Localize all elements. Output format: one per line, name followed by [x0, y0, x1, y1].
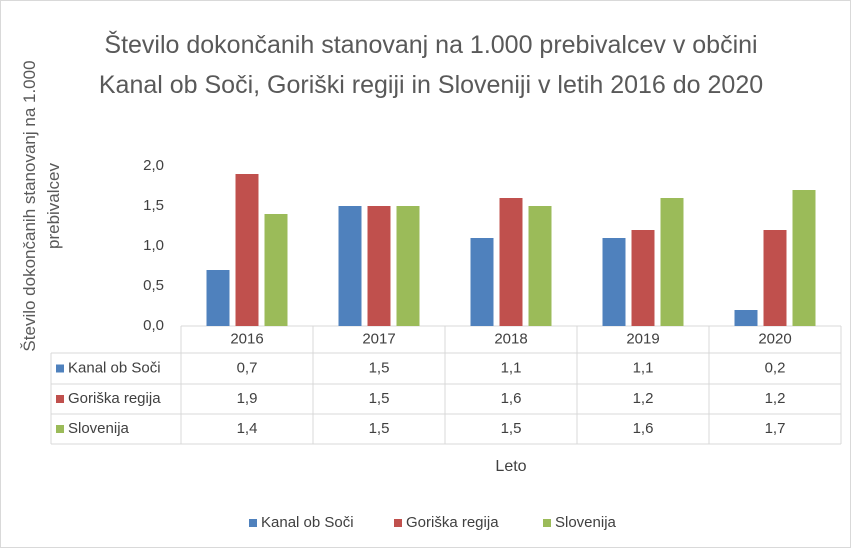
table-value: 1,9	[237, 390, 258, 407]
bar	[206, 270, 230, 326]
bar	[470, 238, 494, 326]
x-tick-label: 2019	[626, 330, 659, 347]
table-value: 1,5	[369, 359, 390, 376]
table-value: 1,1	[633, 359, 654, 376]
row-label: Kanal ob Soči	[68, 359, 161, 376]
bar	[602, 238, 626, 326]
bar	[235, 174, 259, 326]
bar	[396, 206, 420, 326]
chart-title: Število dokončanih stanovanj na 1.000 pr…	[98, 31, 764, 99]
table-value: 1,5	[369, 420, 390, 437]
bar	[792, 190, 816, 326]
bar	[734, 310, 758, 326]
bar	[763, 230, 787, 326]
bar	[660, 198, 684, 326]
bar	[367, 206, 391, 326]
legend-label: Kanal ob Soči	[261, 514, 354, 531]
x-tick-label: 2016	[230, 330, 263, 347]
bar	[631, 230, 655, 326]
legend-label: Slovenija	[555, 514, 617, 531]
table-value: 1,2	[633, 390, 654, 407]
row-label: Slovenija	[68, 420, 130, 437]
table-value: 1,2	[765, 390, 786, 407]
y-tick-label: 2,0	[143, 157, 164, 174]
legend-key	[56, 395, 64, 403]
table-value: 1,6	[633, 420, 654, 437]
row-label: Goriška regija	[68, 390, 161, 407]
x-tick-label: 2018	[494, 330, 527, 347]
legend-key	[56, 364, 64, 373]
table-value: 1,4	[237, 420, 258, 437]
legend-key	[56, 425, 64, 433]
bar	[264, 214, 288, 326]
x-tick-label: 2020	[758, 330, 791, 347]
table-value: 0,7	[237, 359, 258, 376]
table-value: 1,5	[369, 390, 390, 407]
table-value: 1,1	[501, 359, 522, 376]
bar	[528, 206, 552, 326]
legend-key	[249, 519, 257, 527]
x-axis-label: Leto	[495, 458, 526, 475]
y-tick-label: 1,0	[143, 237, 164, 254]
y-tick-label: 0,5	[143, 277, 164, 294]
table-value: 0,2	[765, 359, 786, 376]
table-value: 1,5	[501, 420, 522, 437]
x-tick-label: 2017	[362, 330, 395, 347]
legend-key	[543, 519, 551, 527]
bar	[338, 206, 362, 326]
table-value: 1,7	[765, 420, 786, 437]
legend-label: Goriška regija	[406, 514, 499, 531]
y-tick-label: 1,5	[143, 197, 164, 214]
y-tick-label: 0,0	[143, 317, 164, 334]
bar	[499, 198, 523, 326]
legend-key	[394, 519, 402, 527]
table-value: 1,6	[501, 390, 522, 407]
